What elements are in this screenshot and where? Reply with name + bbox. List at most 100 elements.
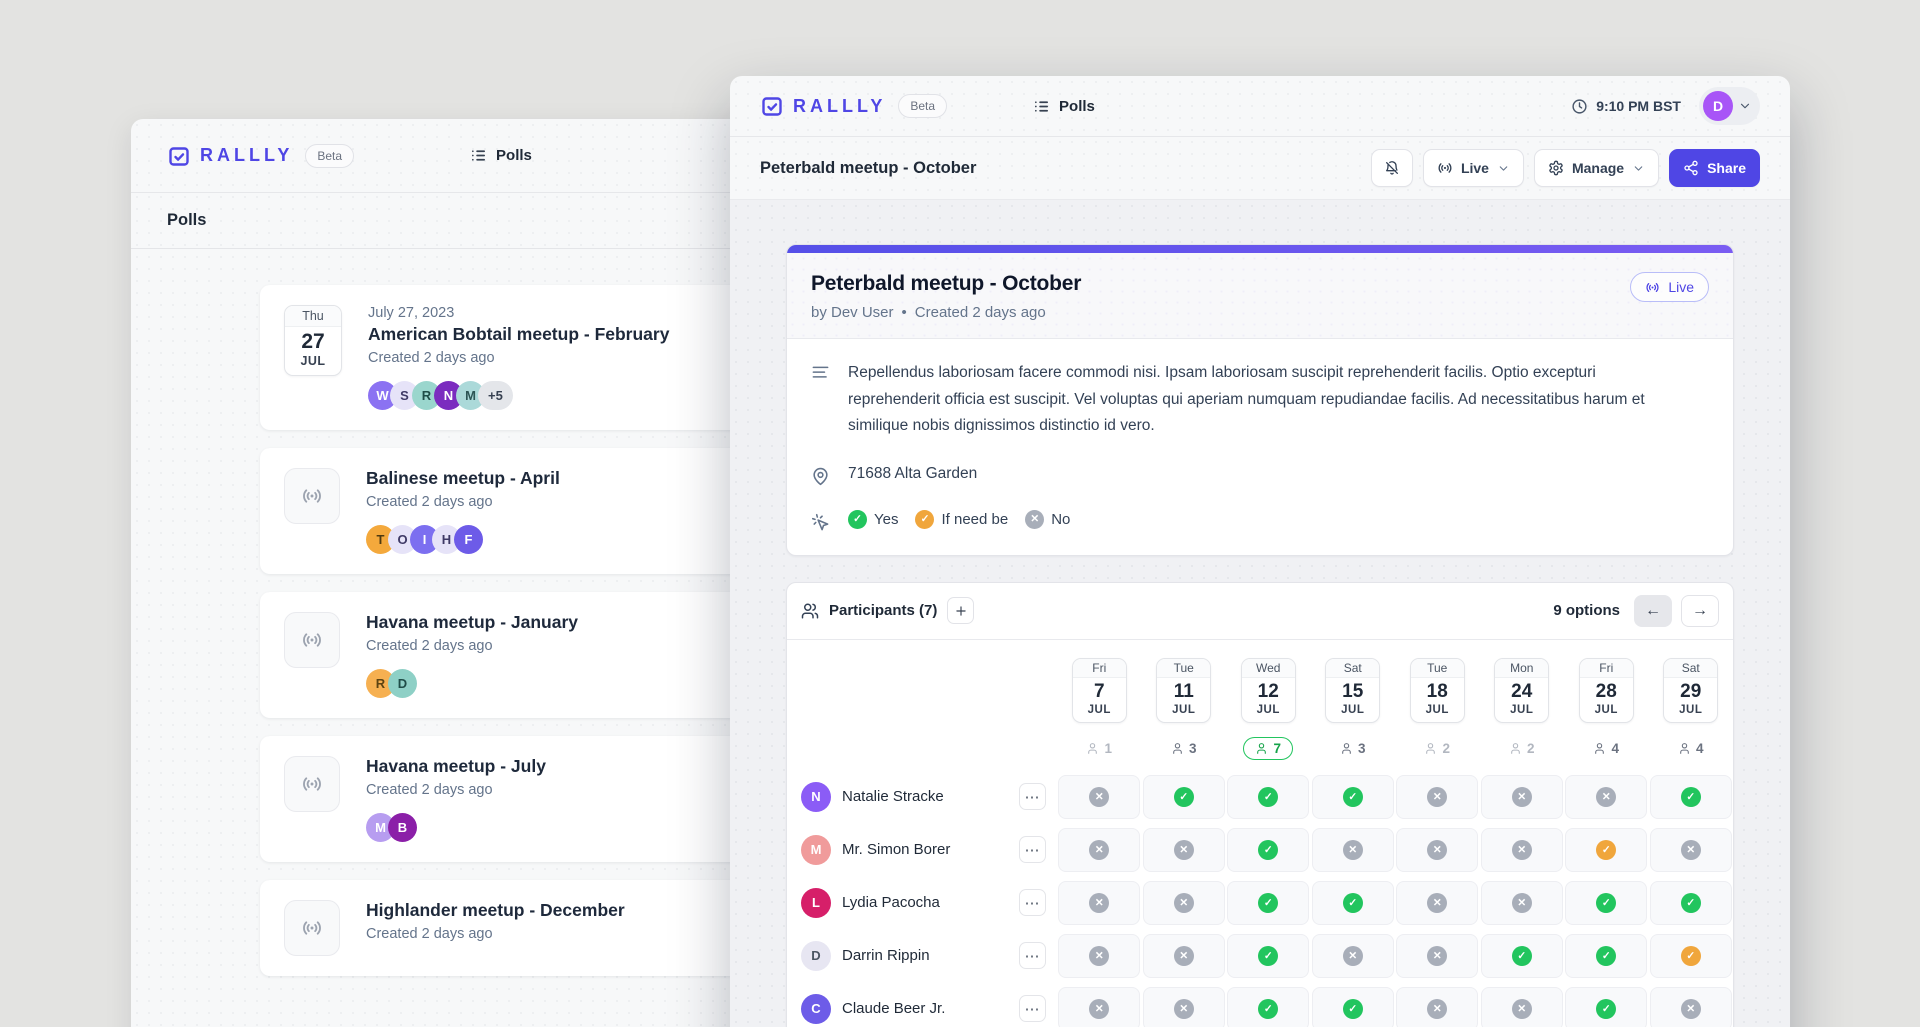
participant-menu-button[interactable]: ⋯ — [1019, 836, 1046, 864]
vote-count: 7 — [1226, 736, 1311, 760]
add-participant-button[interactable] — [947, 597, 975, 625]
vote-cell-wrap: ✕ — [1142, 986, 1227, 1027]
chevron-down-icon — [1497, 162, 1510, 175]
date-chip-day: 27 — [301, 330, 325, 353]
vote-cell-yes: ✓ — [1311, 774, 1394, 819]
vote-no-icon: ✕ — [1427, 839, 1448, 860]
vote-no-icon: ✕ — [1025, 509, 1045, 529]
poll-list-item[interactable]: Highlander meetup - December Created 2 da… — [260, 880, 820, 976]
broadcast-icon — [301, 629, 323, 651]
vote-count-value: 2 — [1526, 740, 1535, 756]
logo-text: RALLLY — [793, 95, 887, 116]
rallly-logo[interactable]: RALLLY — [167, 144, 293, 168]
date-option-cell: Tue 18 JUL — [1395, 657, 1480, 723]
participant-menu-button[interactable]: ⋯ — [1019, 889, 1046, 917]
vote-yes-icon: ✓ — [1258, 839, 1279, 860]
chevron-down-icon — [1632, 162, 1645, 175]
vote-count: 1 — [1057, 741, 1142, 756]
vote-cell-yes: ✓ — [1565, 986, 1648, 1027]
date-option-day: 28 — [1595, 680, 1617, 702]
vote-count-wrap: 3 — [1171, 741, 1197, 756]
vote-yes-icon: ✓ — [1680, 892, 1701, 913]
legend-item-ifNeedBe: ✓ If need be — [915, 509, 1009, 529]
right-nav-bar: RALLLY Beta Polls 9:10 PM BST D — [730, 76, 1790, 137]
vote-cell-wrap: ✓ — [1649, 774, 1734, 819]
vote-no-icon: ✕ — [1173, 839, 1194, 860]
date-option-month: JUL — [1341, 703, 1365, 716]
date-option-cell: Mon 24 JUL — [1480, 657, 1565, 723]
vote-cell-wrap: ✕ — [1480, 774, 1565, 819]
vote-cell-yes: ✓ — [1227, 933, 1310, 978]
vote-yes-icon: ✓ — [1596, 892, 1617, 913]
poll-list-item[interactable]: Havana meetup - January Created 2 days ag… — [260, 592, 820, 718]
vote-cell-yes: ✓ — [1649, 774, 1732, 819]
poll-list-item[interactable]: Havana meetup - July Created 2 days ago M B — [260, 736, 820, 862]
calendar-check-icon — [760, 94, 784, 118]
vote-cell-no: ✕ — [1058, 827, 1141, 872]
nav-item-polls[interactable]: Polls — [1033, 98, 1095, 115]
rallly-logo[interactable]: RALLLY — [760, 94, 886, 118]
vote-yes-icon: ✓ — [1342, 998, 1363, 1019]
dates-header-row: Fri 7 JUL Tue 11 JUL Wed 12 JUL Sat 15 JUL Tue 18 JUL M… — [787, 640, 1733, 723]
vote-yes-icon: ✓ — [848, 509, 867, 529]
poll-item-created: Created 2 days ago — [366, 926, 493, 942]
vote-no-icon: ✕ — [1342, 945, 1363, 966]
live-label: Live — [1460, 160, 1489, 176]
participant-menu-button[interactable]: ⋯ — [1019, 995, 1046, 1023]
vote-cell-wrap: ✕ — [1057, 933, 1142, 978]
participant-avatar: N — [801, 781, 831, 812]
manage-dropdown[interactable]: Manage — [1533, 149, 1660, 187]
vote-no-icon: ✕ — [1511, 786, 1532, 807]
poll-item-meta: Balinese meetup - April Created 2 days ag… — [366, 468, 560, 554]
date-option-month: JUL — [1594, 703, 1618, 716]
next-options-button[interactable]: → — [1681, 594, 1719, 627]
date-option-month: JUL — [1425, 703, 1449, 716]
participant-menu-button[interactable]: ⋯ — [1019, 783, 1046, 811]
vote-count: 4 — [1649, 741, 1734, 756]
date-option: Tue 18 JUL — [1409, 657, 1465, 723]
poll-item-created: Created 2 days ago — [366, 782, 493, 798]
vote-cell-no: ✕ — [1142, 986, 1225, 1027]
nav-polls-label: Polls — [496, 147, 532, 164]
vote-count: 3 — [1142, 741, 1227, 756]
nav-polls-label: Polls — [1059, 97, 1095, 115]
person-icon — [1509, 742, 1522, 755]
vote-cell-no: ✕ — [1142, 880, 1225, 925]
vote-cell-wrap: ✕ — [1057, 774, 1142, 819]
poll-item-chip — [284, 900, 340, 956]
vote-cell-wrap: ✕ — [1142, 827, 1227, 872]
vote-yes-icon: ✓ — [1596, 998, 1617, 1019]
poll-list-item[interactable]: Balinese meetup - April Created 2 days ag… — [260, 448, 820, 574]
beta-badge: Beta — [898, 94, 948, 118]
vote-cell-wrap: ✓ — [1226, 774, 1311, 819]
poll-item-meta: Havana meetup - July Created 2 days ago M B — [366, 756, 546, 842]
vote-cell-ifNeedBe: ✓ — [1565, 827, 1648, 872]
avatar: F — [454, 525, 483, 554]
participant-name: Darrin Rippin — [842, 947, 930, 965]
broadcast-icon — [1645, 280, 1660, 295]
vote-cell-no: ✕ — [1649, 827, 1732, 872]
vote-cell-no: ✕ — [1565, 774, 1648, 819]
avatar: B — [388, 813, 417, 842]
nav-item-polls[interactable]: Polls — [470, 147, 532, 164]
prev-options-button[interactable]: ← — [1634, 594, 1672, 627]
share-button[interactable]: Share — [1669, 149, 1760, 187]
user-menu[interactable]: D — [1699, 87, 1760, 125]
live-dropdown[interactable]: Live — [1422, 149, 1524, 187]
poll-detail-window: RALLLY Beta Polls 9:10 PM BST D Peterbal… — [730, 76, 1790, 1027]
date-option-weekday: Mon — [1495, 658, 1549, 678]
participant-menu-button[interactable]: ⋯ — [1019, 942, 1046, 970]
vote-yes-icon: ✓ — [1258, 998, 1279, 1019]
date-option-cell: Tue 11 JUL — [1142, 657, 1227, 723]
broadcast-icon — [301, 773, 323, 795]
legend-label: If need be — [941, 510, 1009, 528]
vote-cell-wrap: ✓ — [1564, 827, 1649, 872]
date-option-weekday: Tue — [1157, 658, 1211, 678]
broadcast-icon — [301, 485, 323, 507]
vote-no-icon: ✕ — [1089, 839, 1110, 860]
notifications-off-button[interactable] — [1370, 149, 1413, 187]
participant-name: Lydia Pacocha — [842, 894, 940, 912]
poll-list-item[interactable]: Thu 27 JUL July 27, 2023 American Bobtail me… — [260, 285, 820, 430]
vote-cell-no: ✕ — [1396, 880, 1479, 925]
